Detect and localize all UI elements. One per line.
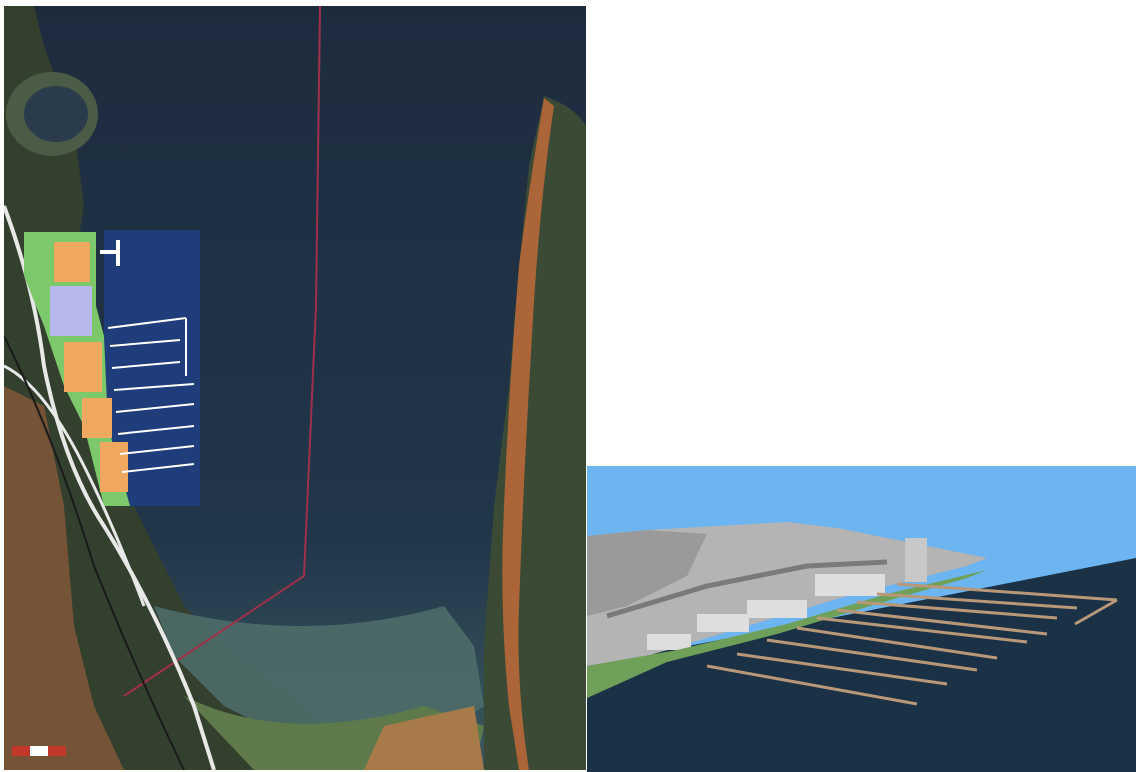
dock: [113, 383, 195, 391]
dock: [766, 638, 978, 672]
hillside: [587, 530, 707, 616]
dock: [111, 361, 181, 369]
boundary-line: [123, 6, 321, 697]
tower-building: [905, 538, 927, 582]
plan-building: [64, 342, 102, 392]
scale-bar-segment: [12, 746, 30, 756]
dock: [876, 592, 1078, 610]
soil-area-left: [4, 386, 124, 770]
lake-shallows: [154, 606, 484, 746]
rendering-svg: [587, 466, 1136, 772]
right-shore-bluff: [502, 98, 554, 770]
dock: [836, 608, 1048, 636]
water: [587, 558, 1136, 772]
dock: [115, 403, 195, 413]
scale-bar-segment: [48, 746, 66, 756]
shore-strip: [587, 570, 987, 698]
road: [606, 559, 888, 619]
plan-building: [100, 442, 128, 492]
pier-head: [116, 240, 120, 266]
dock: [119, 445, 195, 455]
dock: [896, 582, 1118, 602]
plan-building: [82, 398, 112, 438]
dock: [816, 616, 1028, 644]
scale-bar: [12, 746, 66, 756]
left-shore-forest: [4, 6, 334, 770]
aerial-map-svg: [4, 6, 586, 770]
rendering-docks: [706, 582, 1118, 706]
plan-building: [54, 242, 90, 282]
building: [815, 574, 885, 596]
dock: [117, 425, 195, 435]
building: [647, 634, 691, 650]
dock: [1074, 598, 1118, 626]
farm-field: [364, 706, 484, 770]
dock: [109, 339, 181, 347]
building: [697, 614, 749, 632]
north-harbour-basin: [24, 86, 88, 142]
dock: [121, 463, 195, 473]
dock: [107, 317, 187, 329]
plan-building-lavender: [50, 286, 92, 336]
road-main: [4, 205, 216, 770]
dock: [706, 664, 918, 706]
dock: [796, 626, 998, 660]
road-secondary: [4, 364, 146, 607]
marina-docks: [107, 317, 195, 473]
marina-3d-rendering: [587, 466, 1136, 772]
dock: [736, 652, 948, 686]
dock: [856, 600, 1058, 620]
railway: [4, 335, 185, 770]
pier: [100, 250, 120, 254]
building: [747, 600, 807, 618]
aerial-site-plan-map: [4, 6, 586, 770]
scale-bar-segment: [30, 746, 48, 756]
